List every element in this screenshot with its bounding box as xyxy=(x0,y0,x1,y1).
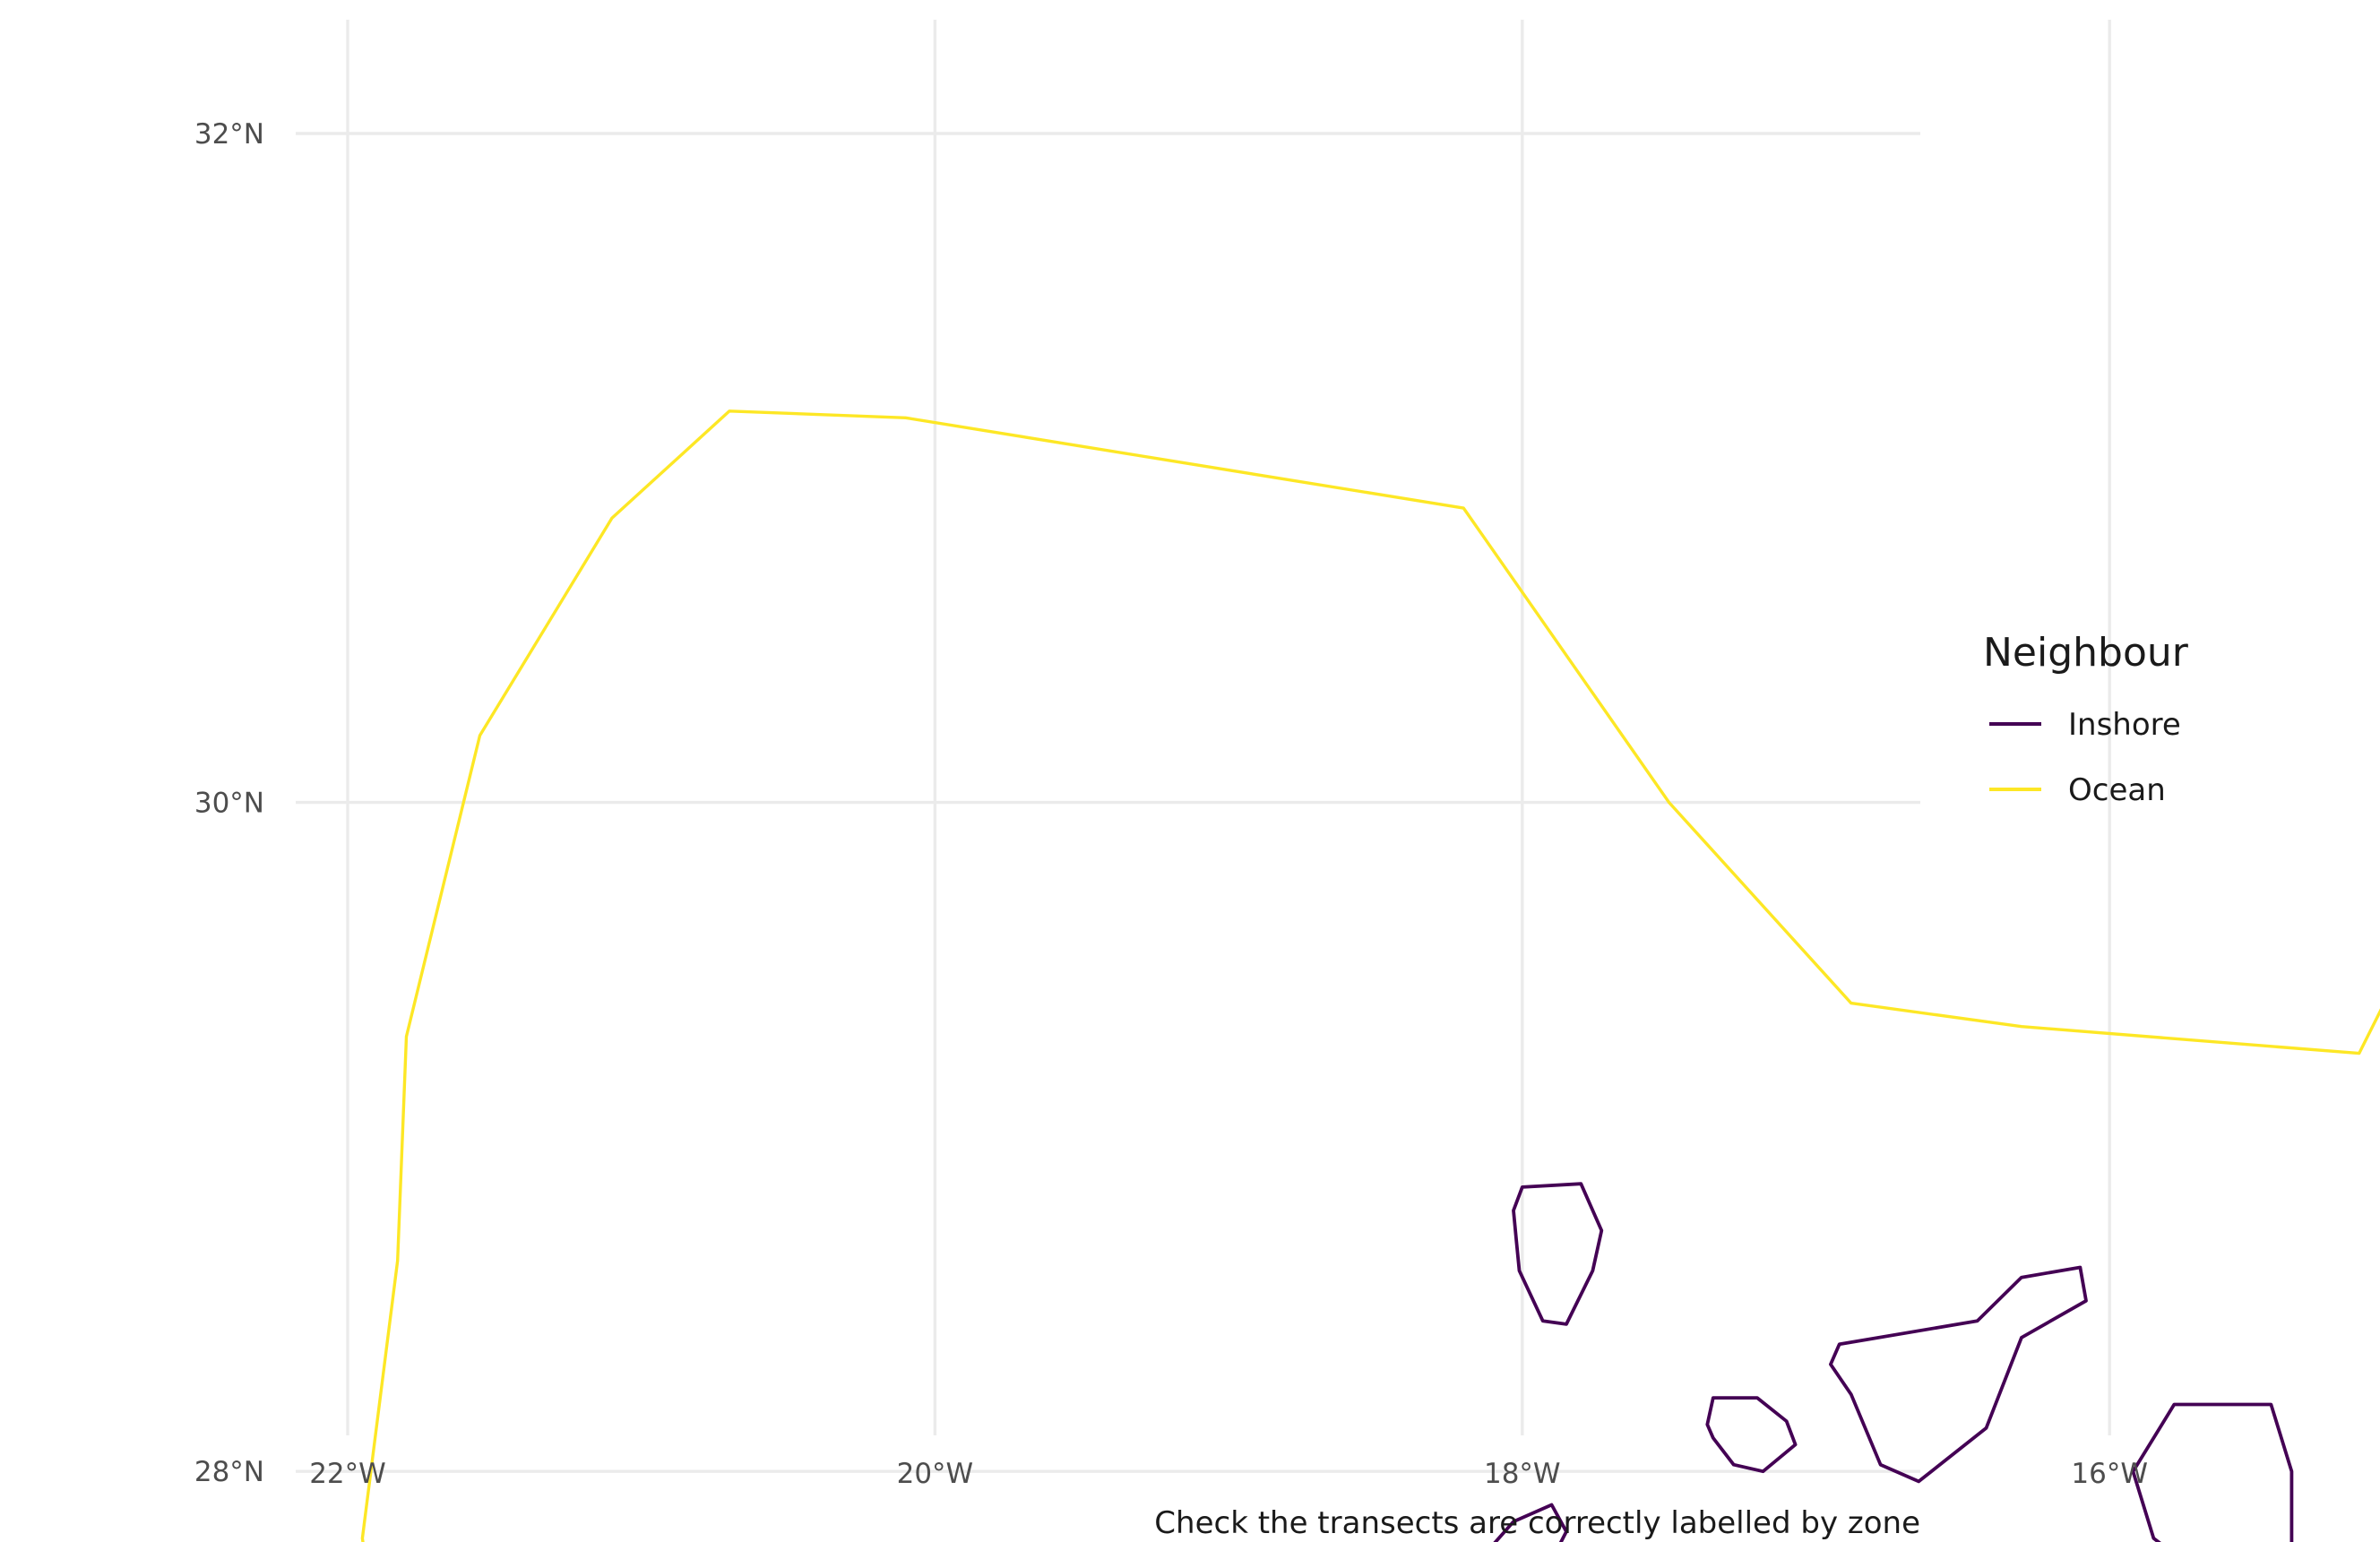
y-tick-label: 30°N xyxy=(194,788,264,820)
legend-label: Ocean xyxy=(2068,772,2166,808)
y-tick-label: 32°N xyxy=(194,118,264,151)
legend-title: Neighbour xyxy=(1983,630,2189,676)
zone-boundaries xyxy=(360,409,2380,1542)
x-tick-label: 16°W xyxy=(2071,1458,2148,1490)
inshore-boundary xyxy=(1829,1265,2088,1484)
x-tick-label: 20°W xyxy=(897,1458,974,1490)
ocean-boundary xyxy=(360,409,2380,1542)
inshore-boundary xyxy=(1512,1182,1604,1326)
x-tick-label: 22°W xyxy=(309,1458,386,1490)
x-tick-label: 18°W xyxy=(1484,1458,1561,1490)
map-gridlines xyxy=(296,20,2111,1473)
legend-entries: Inshore Ocean xyxy=(1989,707,2181,808)
figure-caption: Check the transects are correctly labell… xyxy=(1154,1505,1920,1541)
y-tick-label: 28°N xyxy=(194,1456,264,1488)
inshore-boundary xyxy=(2131,1402,2294,1542)
legend: Neighbour Inshore Ocean xyxy=(1983,630,2189,808)
inshore-boundary xyxy=(1493,1503,1568,1542)
y-axis-tick-labels: 26°N28°N30°N32°N xyxy=(194,118,264,1488)
legend-label: Inshore xyxy=(2068,707,2181,743)
x-axis-tick-labels: 22°W20°W18°W16°W14°W12°W xyxy=(309,1458,2148,1490)
inshore-boundary xyxy=(1705,1396,1798,1474)
